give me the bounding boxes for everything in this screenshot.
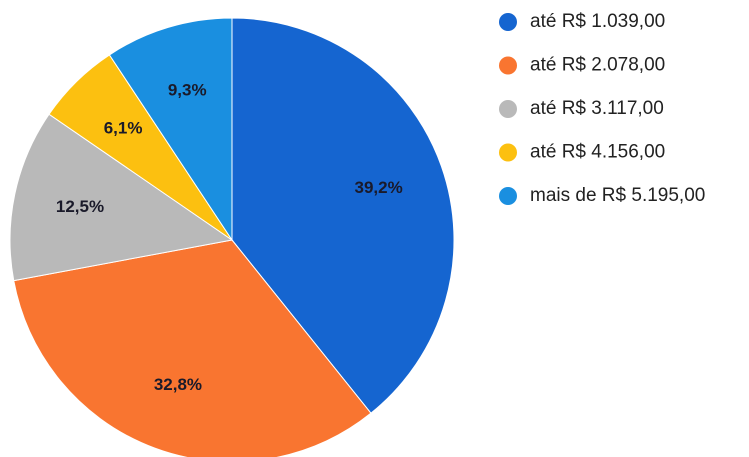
pie-slice <box>9 113 234 282</box>
legend-label: até R$ 2.078,00 <box>530 55 665 76</box>
pie-slice <box>13 239 372 457</box>
slice-label: 39,2% <box>355 178 403 197</box>
legend-label: mais de R$ 5.195,00 <box>530 185 705 206</box>
legend-label: até R$ 3.117,00 <box>530 98 664 119</box>
pie-slice <box>231 17 455 414</box>
slice-label: 6,1% <box>104 119 143 138</box>
legend-marker <box>499 143 517 162</box>
legend-marker <box>499 56 517 75</box>
slice-label: 32,8% <box>154 375 202 394</box>
pie-slice <box>108 17 233 242</box>
legend-label: até R$ 4.156,00 <box>530 142 665 163</box>
legend-marker <box>499 187 517 205</box>
slice-label: 12,5% <box>56 197 104 216</box>
legend-marker <box>499 13 517 31</box>
slice-label: 9,3% <box>168 81 207 100</box>
legend-marker <box>499 100 517 118</box>
legend-label: até R$ 1.039,00 <box>530 11 665 32</box>
